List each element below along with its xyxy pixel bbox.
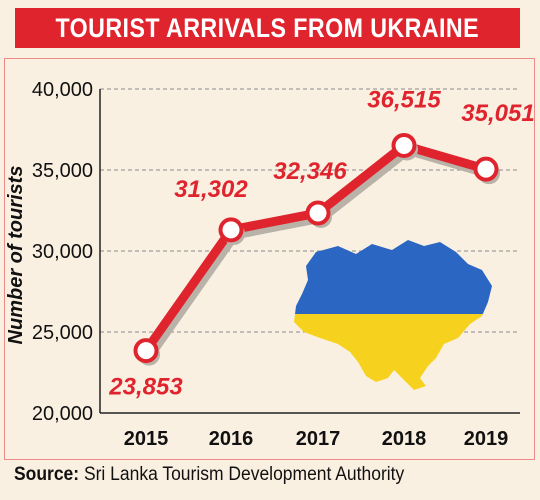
data-label: 32,346 xyxy=(273,158,347,185)
flag-blue-band xyxy=(294,240,492,314)
data-label: 31,302 xyxy=(174,176,248,203)
title-banner: TOURIST ARRIVALS FROM UKRAINE xyxy=(15,8,520,48)
data-point xyxy=(218,217,244,243)
source-label: Source: xyxy=(14,464,80,485)
data-labels: 23,853 31,302 32,346 36,515 35,051 xyxy=(108,86,534,400)
y-tick-label: 30,000 xyxy=(32,241,93,263)
data-point xyxy=(473,156,499,182)
data-label: 36,515 xyxy=(367,86,441,113)
ukraine-map-icon xyxy=(294,240,492,390)
data-label: 23,853 xyxy=(108,374,183,401)
x-tick-label: 2017 xyxy=(296,428,341,450)
x-tick-label: 2015 xyxy=(124,428,169,450)
chart-panel xyxy=(4,58,535,460)
x-tick-label: 2019 xyxy=(464,428,509,450)
y-tick-label: 35,000 xyxy=(32,160,93,182)
data-point xyxy=(391,132,417,158)
data-label: 35,051 xyxy=(461,100,534,127)
y-axis-label: Number of tourists xyxy=(5,166,27,345)
axes: 20,000 25,000 30,000 35,000 40,000 2015 2016 20… xyxy=(32,79,520,450)
y-tick-label: 25,000 xyxy=(32,322,93,344)
x-tick-label: 2018 xyxy=(382,428,427,450)
series-ukraine-arrivals xyxy=(133,132,500,366)
line-chart: 20,000 25,000 30,000 35,000 40,000 2015 2016 20… xyxy=(5,79,535,450)
data-point xyxy=(305,200,331,226)
source-note: Source: Sri Lanka Tourism Development Au… xyxy=(14,464,404,486)
data-point xyxy=(133,338,159,364)
chart-title: TOURIST ARRIVALS FROM UKRAINE xyxy=(55,12,480,43)
x-tick-label: 2016 xyxy=(209,428,254,450)
y-tick-label: 20,000 xyxy=(32,403,93,425)
source-text: Sri Lanka Tourism Development Authority xyxy=(83,464,405,485)
flag-yellow-band xyxy=(294,314,492,390)
y-tick-label: 40,000 xyxy=(32,79,93,101)
